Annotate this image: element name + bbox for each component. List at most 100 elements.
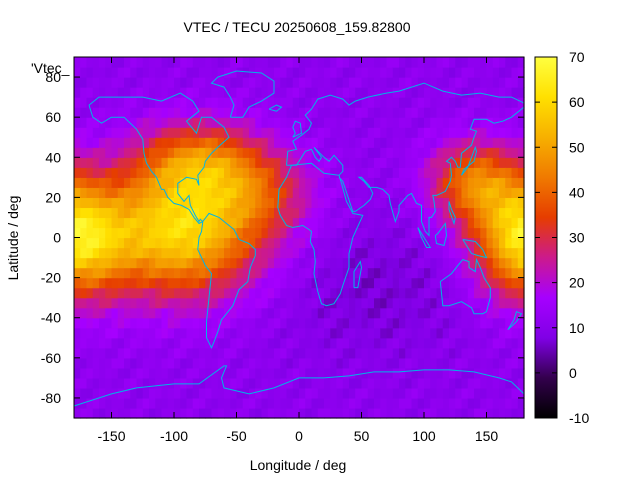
heatmap-cell [505, 377, 513, 389]
heatmap-cell [436, 387, 444, 399]
heatmap-cell [480, 217, 488, 229]
heatmap-cell [317, 97, 325, 108]
heatmap-cell [74, 97, 81, 108]
heatmap-cell [292, 277, 300, 289]
heatmap-cell [374, 257, 381, 269]
heatmap-cell [474, 397, 481, 409]
heatmap-cell [142, 267, 150, 279]
heatmap-cell [261, 397, 269, 409]
heatmap-cell [149, 207, 156, 219]
heatmap-cell [424, 297, 431, 309]
heatmap-cell [517, 397, 525, 409]
heatmap-cell [386, 77, 394, 88]
heatmap-cell [180, 57, 188, 68]
heatmap-cell [511, 107, 519, 118]
heatmap-cell [424, 307, 431, 319]
heatmap-cell [130, 407, 138, 419]
heatmap-cell [99, 297, 106, 309]
heatmap-cell [124, 137, 131, 148]
heatmap-cell [161, 177, 169, 188]
heatmap-cell [130, 157, 138, 168]
heatmap-cell [517, 87, 525, 98]
heatmap-cell [249, 97, 256, 108]
heatmap-cell [367, 247, 375, 259]
heatmap-cell [211, 317, 219, 329]
heatmap-cell [161, 357, 169, 369]
heatmap-cell [242, 137, 250, 148]
heatmap-cell [424, 127, 431, 138]
heatmap-cell [467, 177, 475, 188]
heatmap-cell [205, 227, 213, 239]
heatmap-cell [224, 217, 231, 229]
heatmap-cell [380, 227, 388, 239]
heatmap-cell [480, 187, 488, 198]
heatmap-cell [80, 297, 88, 309]
heatmap-cell [492, 87, 500, 98]
heatmap-cell [186, 307, 194, 319]
heatmap-cell [249, 277, 256, 289]
heatmap-cell [86, 247, 94, 259]
heatmap-cell [274, 97, 281, 108]
heatmap-cell [274, 227, 281, 239]
heatmap-cell [386, 97, 394, 108]
heatmap-cell [367, 87, 375, 98]
heatmap-cell [205, 67, 213, 78]
heatmap-cell [199, 407, 206, 419]
heatmap-cell [424, 277, 431, 289]
heatmap-cell [499, 227, 506, 239]
heatmap-cell [261, 147, 269, 158]
heatmap-cell [111, 377, 119, 389]
heatmap-cell [124, 167, 131, 178]
heatmap-cell [467, 147, 475, 158]
heatmap-cell [174, 337, 181, 349]
heatmap-cell [217, 237, 225, 249]
heatmap-cell [499, 117, 506, 128]
heatmap-cell [380, 167, 388, 178]
heatmap-cell [205, 397, 213, 409]
heatmap-cell [92, 217, 100, 229]
heatmap-cell [486, 227, 494, 239]
heatmap-cell [374, 227, 381, 239]
heatmap-cell [386, 287, 394, 299]
heatmap-cell [199, 387, 206, 399]
heatmap-cell [249, 327, 256, 339]
heatmap-cell [280, 377, 288, 389]
heatmap-cell [505, 317, 513, 329]
heatmap-cell [224, 247, 231, 259]
heatmap-cell [511, 347, 519, 359]
heatmap-cell [342, 67, 350, 78]
heatmap-cell [442, 97, 450, 108]
heatmap-cell [261, 327, 269, 339]
heatmap-cell [367, 167, 375, 178]
heatmap-cell [474, 87, 481, 98]
heatmap-cell [449, 167, 456, 178]
heatmap-cell [255, 207, 263, 219]
heatmap-cell [149, 137, 156, 148]
heatmap-cell [167, 297, 175, 309]
heatmap-cell [361, 87, 369, 98]
heatmap-cell [224, 317, 231, 329]
heatmap-cell [211, 187, 219, 198]
heatmap-cell [80, 347, 88, 359]
heatmap-cell [505, 167, 513, 178]
heatmap-cell [480, 287, 488, 299]
heatmap-cell [92, 157, 100, 168]
heatmap-cell [480, 207, 488, 219]
heatmap-cell [267, 197, 275, 209]
heatmap-cell [180, 67, 188, 78]
heatmap-cell [286, 307, 294, 319]
heatmap-cell [336, 227, 344, 239]
heatmap-cell [205, 127, 213, 138]
heatmap-cell [192, 387, 200, 399]
heatmap-cell [155, 57, 163, 68]
heatmap-cell [236, 117, 244, 128]
heatmap-cell [274, 237, 281, 249]
heatmap-cell [492, 297, 500, 309]
heatmap-cell [499, 317, 506, 329]
heatmap-cell [205, 327, 213, 339]
heatmap-cell [236, 187, 244, 198]
heatmap-cell [286, 407, 294, 419]
heatmap-cell [174, 67, 181, 78]
heatmap-cell [367, 357, 375, 369]
heatmap-cell [392, 387, 400, 399]
